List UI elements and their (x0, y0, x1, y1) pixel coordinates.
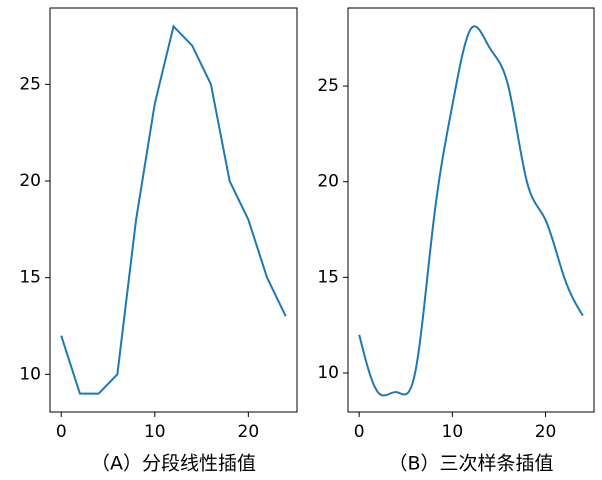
x-tick-label: 10 (442, 422, 464, 442)
y-tick-label: 10 (317, 363, 339, 383)
x-tick-label: 0 (56, 422, 67, 442)
x-tick-label: 0 (354, 422, 365, 442)
y-tick-label: 15 (317, 267, 339, 287)
axes-frame (347, 7, 595, 413)
y-tick-label: 10 (19, 364, 41, 384)
x-axis-label: （B）三次样条插值 (388, 453, 553, 475)
y-tick-label: 25 (317, 76, 339, 96)
x-tick-label: 20 (238, 422, 260, 442)
axes-frame (49, 7, 298, 413)
y-tick-label: 25 (19, 74, 41, 94)
x-tick-label: 20 (535, 422, 557, 442)
y-tick-label: 20 (19, 171, 41, 191)
line (358, 25, 584, 397)
y-tick-label: 15 (19, 268, 41, 288)
x-tick-label: 10 (144, 422, 166, 442)
x-axis-label: （A）分段线性插值 (91, 453, 256, 475)
line (60, 24, 287, 395)
y-tick-label: 20 (317, 172, 339, 192)
